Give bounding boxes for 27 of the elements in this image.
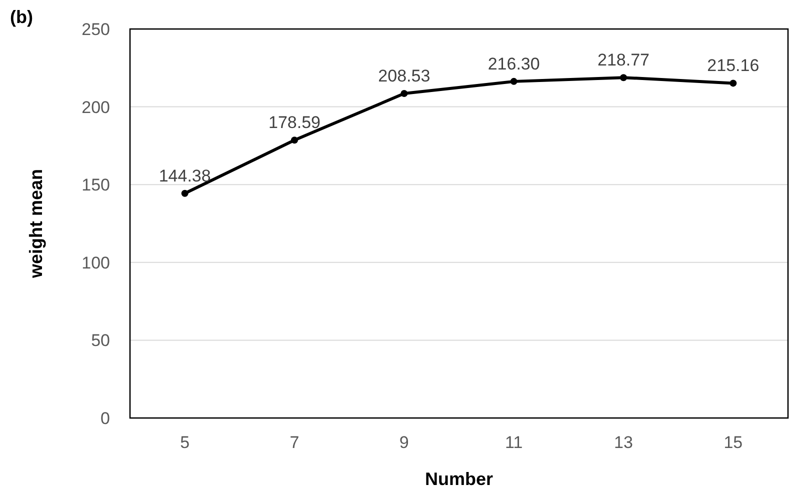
x-axis-title: Number: [424, 469, 494, 489]
y-tick-label: 250: [82, 20, 110, 39]
text: 208.53: [378, 66, 430, 86]
point: [400, 90, 408, 98]
y-tick-label: 50: [91, 331, 110, 350]
point: [291, 136, 298, 144]
y-tick-label: 200: [82, 98, 110, 117]
point: [181, 190, 188, 197]
text: 216.30: [488, 54, 540, 74]
text: 144.38: [158, 166, 211, 186]
x-tick-label: 5: [180, 433, 190, 452]
y-axis-title: weight mean: [26, 168, 46, 280]
chart-title: (b): [10, 7, 33, 27]
x-tick-label: 7: [290, 433, 300, 452]
text: 178.59: [268, 113, 320, 132]
x-tick-label: 13: [614, 433, 633, 452]
text: 218.77: [598, 50, 650, 70]
x-tick-label: 9: [399, 433, 409, 452]
x-tick-label: 11: [505, 433, 523, 452]
y-tick-label: 100: [82, 253, 110, 272]
point: [730, 80, 737, 87]
point: [620, 74, 627, 82]
y-tick-label: 150: [82, 176, 110, 195]
point: [510, 78, 518, 85]
y-tick-label: 0: [100, 408, 110, 428]
text: 215.16: [707, 56, 760, 76]
x-tick-label: 15: [724, 433, 743, 452]
